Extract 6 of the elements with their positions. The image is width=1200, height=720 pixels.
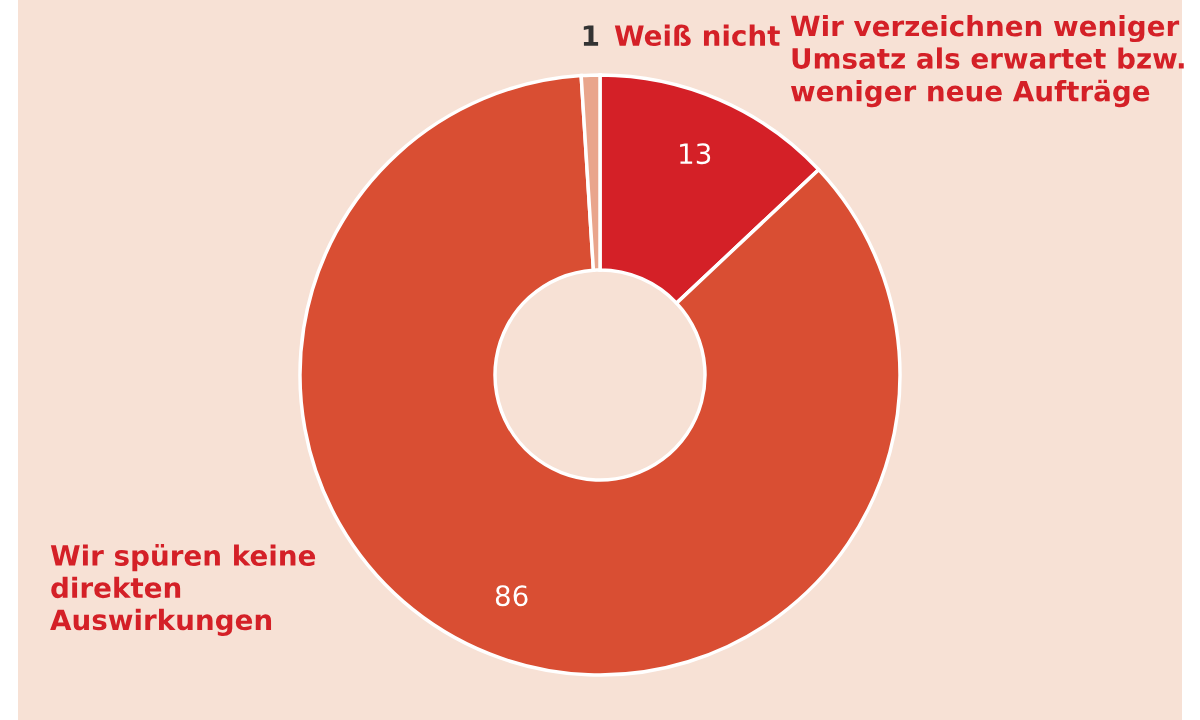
- slice-label: Wir spüren keine direkten Auswirkungen: [50, 544, 316, 636]
- data-label: 13: [680, 143, 711, 165]
- data-label: 86: [495, 585, 528, 607]
- data-label: 1: [583, 25, 599, 46]
- slice-label: Wir verzeichnen weniger Umsatz als erwartet bzw. weniger neue Aufträge: [790, 15, 1184, 108]
- slice-label: Weiß nicht: [614, 24, 780, 47]
